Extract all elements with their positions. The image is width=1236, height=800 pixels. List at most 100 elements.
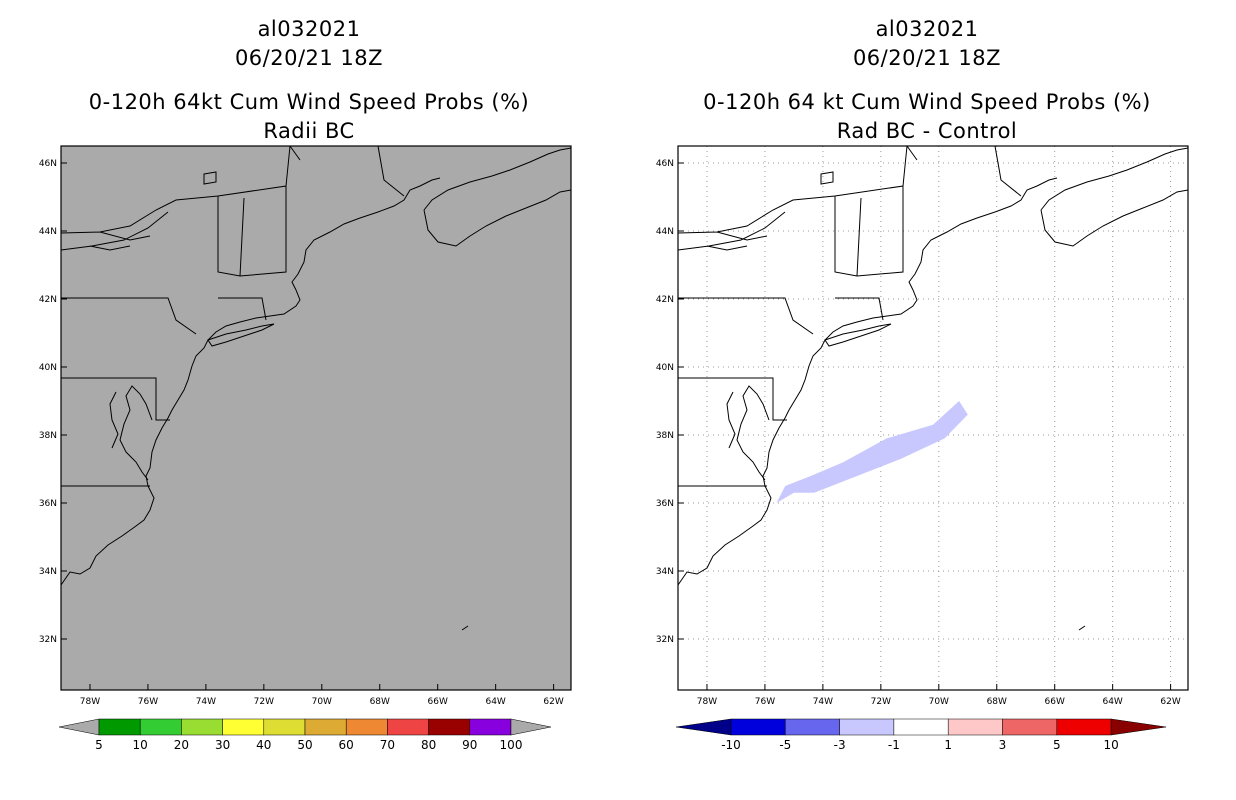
colorbar-swatch bbox=[1056, 718, 1112, 736]
lat-tick-label: 46N bbox=[656, 159, 674, 169]
map-group: 46N 44N 42N 40N 38N 36N 34N 32N 78W 76W 74W 72W 70W 6… bbox=[656, 145, 1189, 752]
graticule bbox=[678, 146, 1188, 690]
lon-tick-label: 66W bbox=[428, 697, 448, 707]
colorbar-label: 3 bbox=[999, 738, 1007, 752]
colorbar-swatch bbox=[304, 718, 347, 736]
right-date-time: 06/20/21 18Z bbox=[852, 46, 1002, 70]
long-island bbox=[207, 323, 275, 347]
lat-tick-label: 42N bbox=[656, 295, 674, 305]
lat-tick-label: 42N bbox=[39, 295, 57, 305]
lat-tick-label: 46N bbox=[39, 159, 57, 169]
left-map-panel: al032021 06/20/21 18Z 0-120h 64kt Cum Wi… bbox=[39, 17, 572, 752]
left-storm-id: al032021 bbox=[257, 17, 361, 41]
us-coastline bbox=[60, 177, 441, 586]
colorbar-label: 50 bbox=[297, 738, 312, 752]
colorbar-swatch bbox=[387, 718, 429, 736]
right-storm-id: al032021 bbox=[875, 17, 979, 41]
lat-tick-label: 40N bbox=[39, 363, 57, 373]
colorbar-swatch bbox=[785, 718, 840, 736]
colorbar-label: -10 bbox=[721, 738, 741, 752]
colorbar-swatch bbox=[139, 718, 182, 736]
lon-tick-label: 68W bbox=[370, 697, 390, 707]
chesapeake-bay bbox=[726, 385, 770, 481]
lat-tick-label: 34N bbox=[39, 567, 57, 577]
map-group: 46N 44N 42N 40N 38N 36N 34N 32N 78W 76W 74W 72W 70W 6… bbox=[39, 145, 572, 752]
lon-tick-label: 78W bbox=[80, 697, 100, 707]
colorbar-swatch bbox=[428, 718, 471, 736]
right-product-title: 0-120h 64 kt Cum Wind Speed Probs (%) bbox=[703, 90, 1151, 114]
colorbar-label: -5 bbox=[779, 738, 791, 752]
left-map: 46N 44N 42N 40N 38N 36N 34N 32N 78W 76W 74W 72W 70W 6… bbox=[39, 145, 572, 752]
colorbar-swatch bbox=[893, 718, 949, 736]
colorbar-swatch bbox=[222, 718, 265, 736]
lon-tick-label: 70W bbox=[312, 697, 332, 707]
state-borders bbox=[60, 145, 405, 487]
lake-ontario bbox=[677, 211, 786, 251]
lat-tick-label: 32N bbox=[39, 635, 57, 645]
coastlines-and-borders bbox=[60, 145, 572, 631]
bermuda-mark bbox=[461, 625, 469, 631]
colorbar-label: -1 bbox=[888, 738, 900, 752]
lon-tick-label: 78W bbox=[697, 697, 717, 707]
chesapeake-bay bbox=[109, 385, 153, 481]
colorbar-low-arrow bbox=[675, 718, 732, 736]
probability-difference-swath bbox=[776, 401, 968, 503]
left-subtitle: Radii BC bbox=[263, 119, 355, 143]
colorbar-swatch bbox=[1002, 718, 1058, 736]
lon-tick-label: 74W bbox=[813, 697, 833, 707]
colorbar-swatch bbox=[181, 718, 223, 736]
map-background bbox=[678, 146, 1188, 690]
colorbar-low-arrow bbox=[58, 718, 100, 736]
colorbar: -10 -5 -3 -1 1 3 5 10 bbox=[675, 718, 1167, 752]
colorbar-label: 5 bbox=[1053, 738, 1061, 752]
lat-tick-label: 36N bbox=[39, 499, 57, 509]
colorbar-label: 80 bbox=[421, 738, 436, 752]
right-subtitle: Rad BC - Control bbox=[836, 119, 1018, 143]
colorbar-swatch bbox=[469, 718, 512, 736]
colorbar-label: 10 bbox=[1103, 738, 1118, 752]
lon-tick-label: 70W bbox=[929, 697, 949, 707]
lake-island bbox=[820, 171, 834, 185]
lon-tick-label: 74W bbox=[196, 697, 216, 707]
colorbar-swatch bbox=[839, 718, 895, 736]
lon-tick-label: 76W bbox=[138, 697, 158, 707]
bermuda-mark bbox=[1078, 625, 1086, 631]
colorbar-label: 20 bbox=[174, 738, 189, 752]
lake-island bbox=[203, 171, 217, 185]
lat-tick-label: 32N bbox=[656, 635, 674, 645]
long-island bbox=[824, 323, 892, 347]
colorbar-swatch bbox=[947, 718, 1003, 736]
lat-tick-label: 44N bbox=[39, 227, 57, 237]
lon-tick-label: 62W bbox=[1160, 697, 1180, 707]
lon-tick-label: 62W bbox=[543, 697, 563, 707]
map-frame bbox=[677, 145, 1189, 691]
lon-tick-label: 64W bbox=[485, 697, 505, 707]
colorbar-label: 30 bbox=[215, 738, 230, 752]
lat-tick-label: 38N bbox=[656, 431, 674, 441]
left-date-time: 06/20/21 18Z bbox=[234, 46, 384, 70]
lon-tick-label: 72W bbox=[254, 697, 274, 707]
us-coastline bbox=[677, 177, 1058, 586]
colorbar-label: 60 bbox=[339, 738, 354, 752]
lon-tick-label: 76W bbox=[755, 697, 775, 707]
colorbar-high-arrow bbox=[510, 718, 552, 736]
nova-scotia-coastline bbox=[423, 147, 572, 247]
colorbar-label: 10 bbox=[133, 738, 148, 752]
lon-tick-label: 72W bbox=[871, 697, 891, 707]
left-product-title: 0-120h 64kt Cum Wind Speed Probs (%) bbox=[88, 90, 530, 114]
colorbar-swatch bbox=[98, 718, 141, 736]
lake-ontario bbox=[60, 211, 169, 251]
colorbar-swatch bbox=[263, 718, 306, 736]
nova-scotia-coastline bbox=[1040, 147, 1189, 247]
colorbar-label: 90 bbox=[462, 738, 477, 752]
coastlines-and-borders bbox=[677, 145, 1189, 631]
colorbar-label: -3 bbox=[834, 738, 846, 752]
lat-tick-label: 44N bbox=[656, 227, 674, 237]
right-map-panel: al032021 06/20/21 18Z 0-120h 64 kt Cum W… bbox=[618, 0, 1236, 800]
colorbar: 5 10 20 30 40 50 60 70 80 90 100 bbox=[58, 718, 552, 752]
lon-tick-label: 64W bbox=[1102, 697, 1122, 707]
lon-tick-label: 66W bbox=[1045, 697, 1065, 707]
colorbar-label: 1 bbox=[944, 738, 952, 752]
map-frame bbox=[60, 145, 572, 691]
colorbar-swatch bbox=[730, 718, 786, 736]
